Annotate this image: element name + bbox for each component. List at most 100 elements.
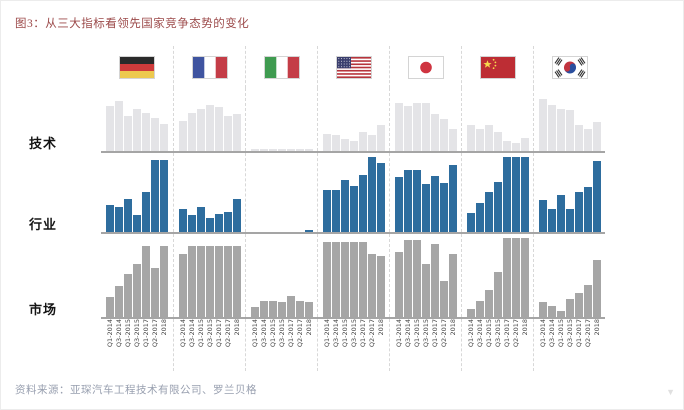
x-tick-label: Q1-2017	[142, 319, 150, 348]
bar	[232, 114, 241, 151]
bar	[295, 149, 304, 151]
bar	[151, 268, 159, 317]
bar	[142, 192, 150, 232]
bar	[205, 105, 214, 151]
x-tick-label: Q2-2017	[151, 319, 159, 348]
bar-row-tech	[101, 88, 605, 153]
bar	[565, 110, 574, 151]
x-tick-label: Q1-2014	[178, 319, 187, 348]
flag-korea-icon	[551, 55, 588, 79]
bar	[286, 149, 295, 151]
bar	[493, 182, 502, 232]
tech-bars-germany	[101, 88, 173, 151]
bar	[214, 246, 223, 317]
bar	[484, 125, 493, 151]
bar	[214, 214, 223, 232]
bar	[196, 246, 205, 317]
bar	[475, 301, 484, 317]
bar	[358, 175, 367, 232]
bar	[358, 132, 367, 151]
flag-china-icon	[479, 55, 516, 79]
bar	[592, 161, 601, 232]
country-column-germany	[101, 46, 173, 88]
industry-bars-france	[173, 153, 245, 232]
x-tick-label: Q2-2017	[439, 319, 448, 348]
bar	[439, 119, 448, 151]
bar	[232, 199, 241, 232]
flag-usa-icon	[335, 55, 372, 79]
bar	[466, 309, 475, 317]
x-tick-labels-korea: Q1-2014 Q3-2014 Q1-2015 Q3-2015 Q1-2017 Q2-20…	[533, 319, 605, 371]
x-tick-label: Q1-2014	[106, 319, 114, 348]
bar	[304, 149, 313, 151]
bar	[322, 134, 331, 151]
x-axis-labels-row: Q1-2014 Q3-2014 Q1-2015 Q3-2015 Q1-2017 Q2-20…	[101, 319, 605, 371]
bar-row-market	[101, 234, 605, 319]
bar	[295, 301, 304, 317]
bar	[160, 124, 168, 151]
bar	[322, 242, 331, 317]
x-tick-label: 2018	[448, 319, 457, 336]
x-tick-labels-china: Q1-2014 Q3-2014 Q1-2015 Q3-2015 Q1-2017 Q2-20…	[461, 319, 533, 371]
bar	[502, 238, 511, 317]
country-column-china	[461, 46, 533, 88]
x-tick-label: Q1-2014	[538, 319, 547, 348]
bar	[223, 116, 232, 151]
bar	[178, 121, 187, 151]
x-tick-labels-italy: Q1-2014 Q3-2014 Q1-2015 Q3-2015 Q1-2017 Q2-20…	[245, 319, 317, 371]
x-tick-label: Q1-2014	[250, 319, 259, 348]
x-tick-label: Q3-2015	[421, 319, 430, 348]
bar	[412, 240, 421, 317]
bar-row-industry	[101, 153, 605, 234]
bar	[520, 138, 529, 151]
bar	[232, 246, 241, 317]
bar	[511, 157, 520, 232]
bar	[151, 160, 159, 232]
bar	[520, 238, 529, 317]
bar	[178, 254, 187, 317]
bar	[214, 107, 223, 151]
bar	[133, 215, 141, 232]
tech-bars-france	[173, 88, 245, 151]
x-tick-label: 2018	[232, 319, 241, 336]
flag-italy-icon	[263, 55, 300, 79]
bar	[430, 114, 439, 151]
x-tick-label: Q1-2015	[340, 319, 349, 348]
bar	[502, 157, 511, 232]
x-tick-label: Q3-2015	[565, 319, 574, 348]
bar	[115, 286, 123, 317]
x-tick-label: Q1-2017	[286, 319, 295, 348]
bar	[421, 103, 430, 151]
bar	[160, 160, 168, 232]
bar	[142, 246, 150, 317]
x-tick-label: Q1-2015	[268, 319, 277, 348]
x-tick-label: Q1-2017	[214, 319, 223, 348]
bar	[538, 302, 547, 317]
bar	[412, 170, 421, 232]
bar	[367, 135, 376, 151]
bar	[331, 242, 340, 317]
market-bars-germany	[101, 234, 173, 317]
market-bars-korea	[533, 234, 605, 317]
x-tick-label: Q3-2015	[277, 319, 286, 348]
x-tick-label: Q3-2015	[349, 319, 358, 348]
bar	[133, 109, 141, 151]
bar	[250, 149, 259, 151]
x-tick-label: Q1-2015	[484, 319, 493, 348]
bar	[367, 254, 376, 317]
x-tick-label: Q2-2017	[511, 319, 520, 348]
bar	[358, 242, 367, 317]
country-column-france	[173, 46, 245, 88]
bar	[583, 129, 592, 151]
bar	[430, 176, 439, 232]
bar	[439, 281, 448, 317]
bar	[556, 195, 565, 232]
source-note: 资料来源：亚琛汽车工程技术有限公司、罗兰贝格	[15, 385, 257, 396]
bar	[277, 302, 286, 317]
bar	[376, 256, 385, 317]
bar	[349, 242, 358, 317]
bar	[349, 186, 358, 232]
bar	[484, 192, 493, 232]
bar	[466, 125, 475, 151]
x-tick-label: Q1-2014	[466, 319, 475, 348]
